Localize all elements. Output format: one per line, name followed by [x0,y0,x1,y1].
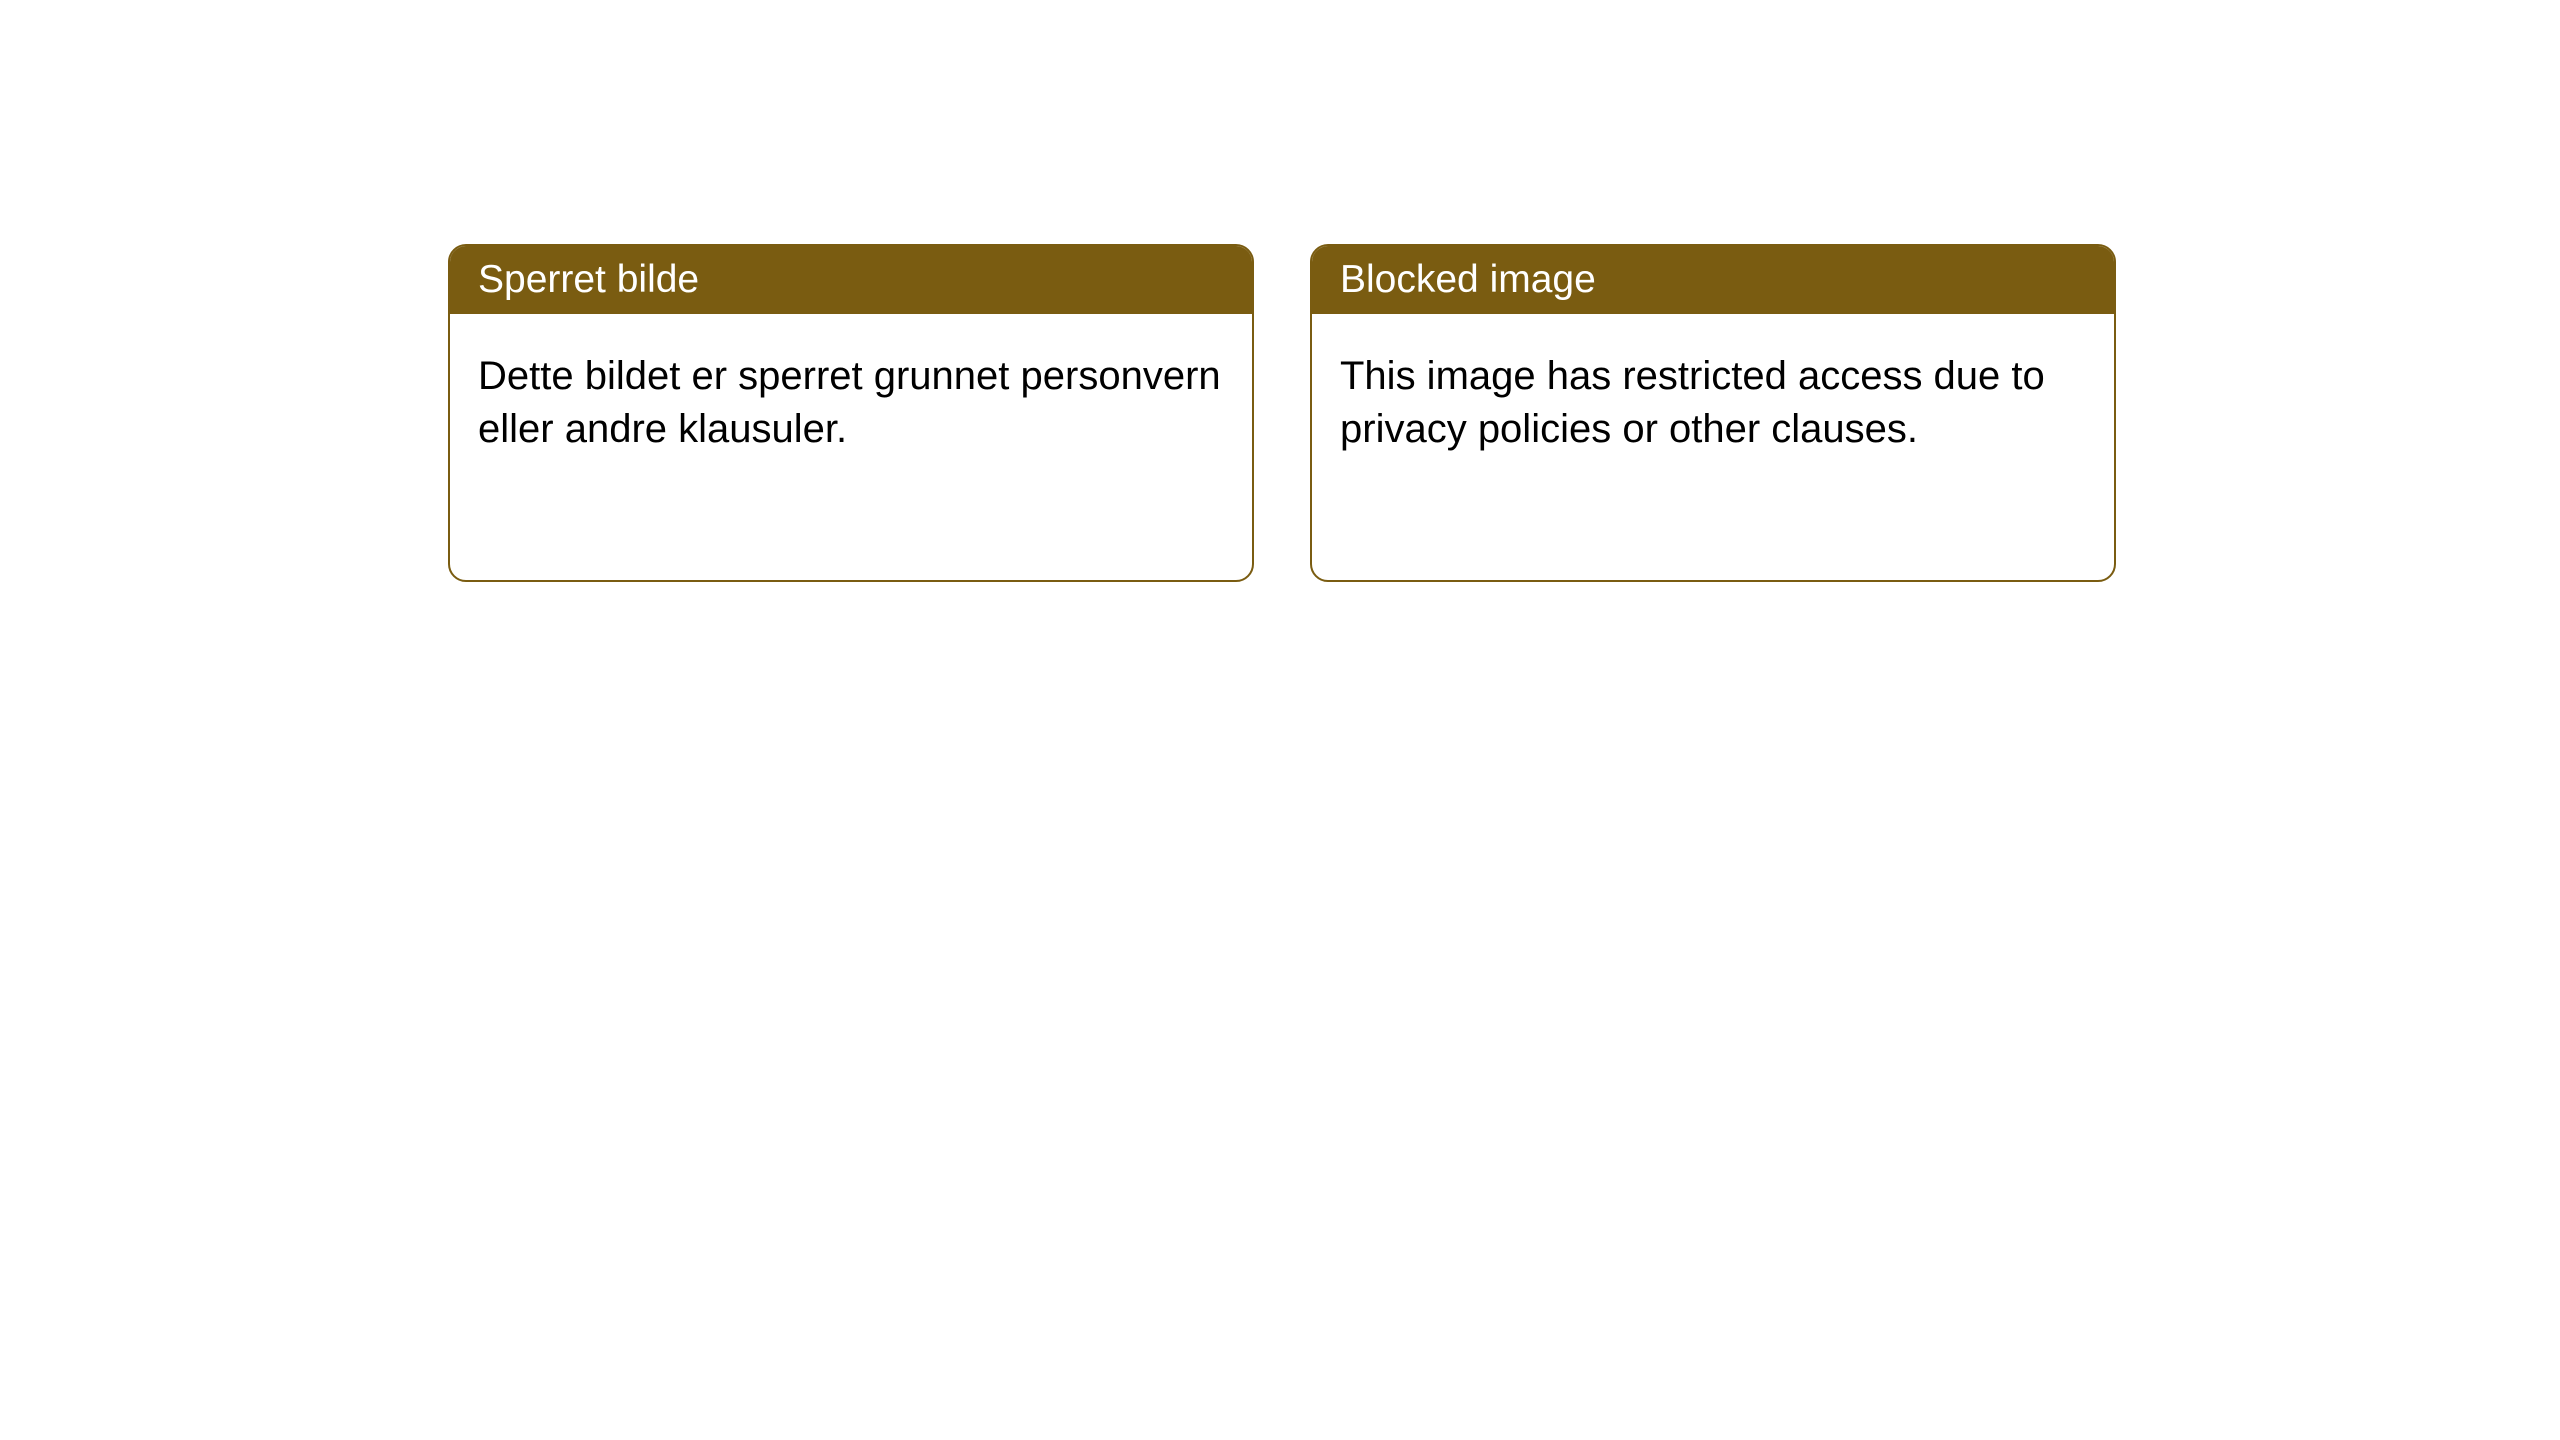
notice-title: Blocked image [1340,258,1596,301]
notice-body-text: This image has restricted access due to … [1340,354,2045,451]
notice-title: Sperret bilde [478,258,699,301]
notice-body-text: Dette bildet er sperret grunnet personve… [478,354,1221,451]
notice-container: Sperret bilde Dette bildet er sperret gr… [0,0,2560,582]
notice-body: Dette bildet er sperret grunnet personve… [450,314,1252,492]
notice-card-norwegian: Sperret bilde Dette bildet er sperret gr… [448,244,1254,582]
notice-card-english: Blocked image This image has restricted … [1310,244,2116,582]
notice-header: Sperret bilde [450,246,1252,314]
notice-body: This image has restricted access due to … [1312,314,2114,492]
notice-header: Blocked image [1312,246,2114,314]
